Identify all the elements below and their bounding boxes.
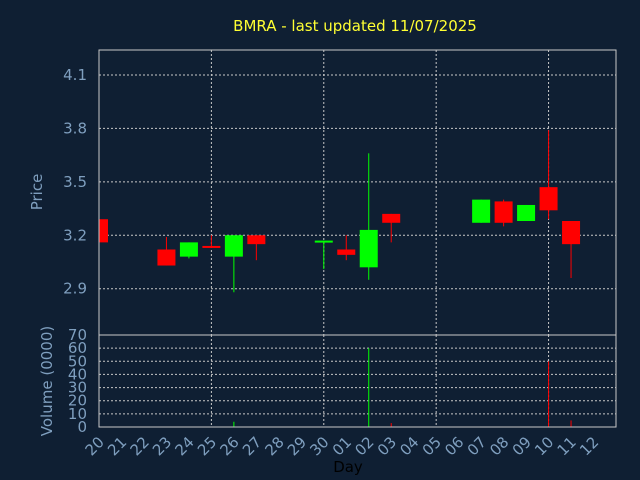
price-tick-label: 2.9 — [63, 280, 87, 298]
candle-24 — [179, 242, 198, 259]
candle-body — [359, 229, 378, 268]
candle-body — [157, 249, 176, 266]
candle-body — [562, 221, 581, 245]
candle-body — [517, 204, 536, 221]
volume-tick-label: 10 — [68, 405, 87, 423]
price-y-ticks: 2.9 3.2 3.5 3.8 4.1 — [63, 66, 87, 298]
price-panel-frame — [98, 49, 617, 336]
candle-23 — [157, 237, 176, 266]
candle-body — [337, 249, 356, 255]
candle-01 — [337, 235, 356, 261]
candle-02 — [359, 153, 378, 280]
candle-08 — [494, 199, 513, 227]
candle-body — [247, 235, 266, 245]
x-axis-label: Day — [333, 458, 363, 476]
price-tick-label: 3.8 — [63, 119, 87, 137]
price-tick-label: 4.1 — [63, 66, 87, 84]
volume-bars — [233, 348, 572, 427]
candle-body — [472, 199, 491, 223]
candle-20 — [98, 219, 108, 243]
candle-body — [539, 187, 558, 211]
candle-09 — [517, 204, 536, 221]
price-axis-label: Price — [28, 174, 46, 211]
price-tick-label: 3.5 — [63, 173, 87, 191]
volume-tick-label: 60 — [68, 339, 87, 357]
chart-title: BMRA - last updated 11/07/2025 — [233, 17, 477, 35]
volume-tick-label: 0 — [77, 418, 87, 436]
candles — [98, 130, 581, 293]
volume-tick-label: 70 — [68, 326, 87, 344]
candle-03 — [382, 213, 401, 243]
candle-body — [494, 201, 513, 223]
candle-body — [179, 242, 198, 257]
candle-30 — [314, 240, 333, 270]
price-tick-label: 3.2 — [63, 226, 87, 244]
volume-tick-label: 20 — [68, 392, 87, 410]
volume-panel-frame — [98, 334, 617, 428]
x-tick-label: 12 — [576, 433, 602, 459]
volume-tick-label: 30 — [68, 379, 87, 397]
candle-26 — [224, 235, 243, 293]
volume-axis-label: Volume (0000) — [38, 326, 56, 436]
candle-body — [99, 219, 108, 243]
candle-body — [382, 213, 401, 223]
candle-body — [202, 245, 221, 248]
candle-27 — [247, 235, 266, 261]
candle-07 — [472, 199, 491, 223]
candle-10 — [539, 130, 558, 220]
candle-11 — [562, 221, 581, 278]
price-grid — [99, 50, 616, 335]
volume-grid — [99, 334, 616, 428]
candle-body — [314, 240, 333, 243]
volume-tick-label: 40 — [68, 365, 87, 383]
candle-body — [224, 235, 243, 257]
volume-tick-label: 50 — [68, 352, 87, 370]
candle-25 — [202, 235, 221, 248]
x-ticks: 2021222324252627282930010203040506070809… — [82, 433, 603, 459]
